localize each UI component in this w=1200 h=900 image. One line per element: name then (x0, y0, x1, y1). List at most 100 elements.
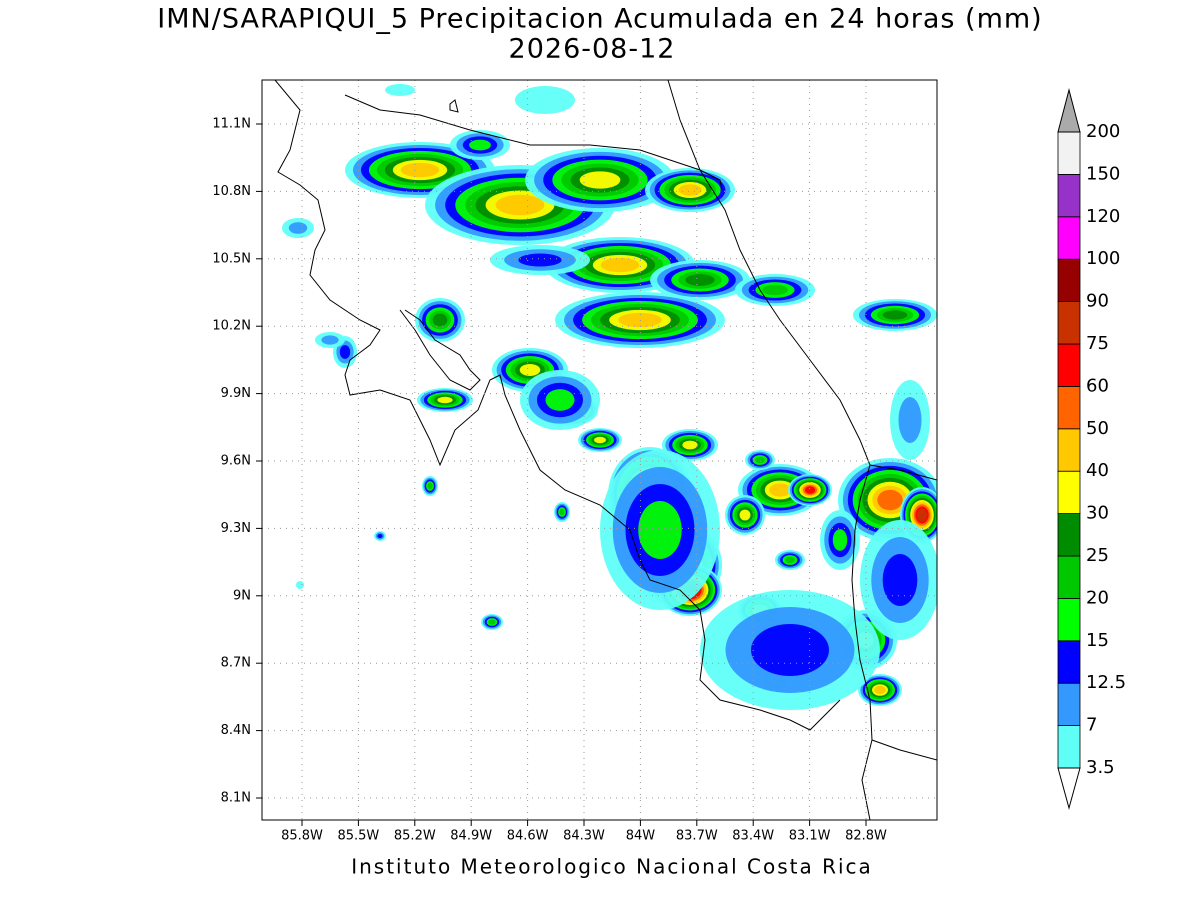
coast-panama (871, 739, 937, 761)
colorbar-label: 200 (1086, 121, 1120, 142)
precip-contour (377, 533, 383, 539)
lon-label: 84W (626, 829, 656, 844)
precip-contour (882, 310, 908, 320)
lon-label: 83.7W (676, 829, 718, 844)
lat-label: 9N (233, 588, 251, 603)
precip-contour (600, 257, 640, 273)
lon-label: 85.5W (337, 829, 379, 844)
precip-contour (755, 456, 765, 464)
colorbar-label: 100 (1086, 248, 1120, 269)
precip-contour (339, 345, 351, 359)
colorbar-segment (1057, 555, 1081, 599)
precip-contour (321, 335, 339, 345)
precip-contour (495, 194, 545, 216)
precip-contour (437, 396, 453, 404)
precip-contour (785, 556, 795, 564)
colorbar-label: 75 (1086, 333, 1109, 354)
colorbar-segment (1057, 470, 1081, 515)
coastlines (274, 80, 937, 820)
precip-contour (385, 84, 415, 96)
colorbar-segment (1057, 513, 1081, 557)
coastline (274, 80, 841, 731)
island (449, 99, 459, 113)
precip-contour (545, 389, 575, 411)
precip-contour (469, 139, 491, 151)
precip-contour (678, 184, 702, 196)
colorbar-label: 50 (1086, 418, 1109, 439)
lat-label: 10.8N (212, 184, 251, 199)
precip-contour (579, 171, 621, 189)
precip-contour (832, 529, 848, 551)
precip-contour (804, 486, 816, 494)
precip-contour (638, 501, 682, 559)
colorbar-label: 90 (1086, 291, 1109, 312)
lat-label: 9.9N (221, 386, 251, 401)
precip-field (282, 84, 937, 710)
precip-contour (751, 624, 829, 676)
lon-label: 84.3W (563, 829, 605, 844)
colorbar-label: 60 (1086, 375, 1109, 396)
precip-contour (917, 508, 927, 522)
lon-label: 83.1W (789, 829, 831, 844)
precip-contour (427, 482, 433, 490)
colorbar-label: 30 (1086, 503, 1109, 524)
border-south (851, 464, 873, 820)
precip-contour (519, 364, 541, 376)
colorbar-label: 20 (1086, 587, 1109, 608)
lon-label: 85.2W (394, 829, 436, 844)
lat-label: 10.2N (212, 319, 251, 334)
precip-contour (559, 508, 565, 516)
colorbar-under (1057, 767, 1081, 810)
lon-label: 84.6W (507, 829, 549, 844)
precip-contour (898, 397, 922, 443)
precip-contour (762, 284, 788, 296)
precip-contour (874, 685, 886, 695)
colorbar-label: 12.5 (1086, 672, 1126, 693)
map-frame (261, 79, 938, 821)
colorbar-label: 150 (1086, 163, 1120, 184)
colorbar-segment (1057, 258, 1081, 303)
colorbar: 3.5 7 12.5 15 20 25 30 40 50 60 75 90 100 120 150 200 (1057, 88, 1126, 810)
axes: 11.1N 10.8N 10.5N 10.2N 9.9N 9.6N 9.3N 9N 8.7N 8.… (212, 80, 937, 844)
colorbar-segment (1057, 598, 1081, 642)
precip-contour (518, 253, 562, 267)
lat-label: 8.7N (221, 656, 251, 671)
precip-contour (769, 483, 791, 497)
lon-label: 83.4W (732, 829, 774, 844)
precip-contour (739, 509, 751, 521)
lat-label: 8.4N (221, 723, 251, 738)
lat-label: 10.5N (212, 251, 251, 266)
colorbar-label: 120 (1086, 206, 1120, 227)
precip-contour (882, 554, 918, 606)
colorbar-segment (1057, 216, 1081, 260)
footer: Instituto Meteorologico Nacional Costa R… (351, 855, 873, 879)
lon-label: 84.9W (450, 829, 492, 844)
precip-contour (400, 162, 440, 178)
colorbar-label: 3.5 (1086, 757, 1115, 778)
lat-label: 9.3N (221, 521, 251, 536)
colorbar-segment (1057, 131, 1081, 175)
precip-contour (288, 222, 308, 234)
colorbar-over (1057, 88, 1081, 133)
precip-contour (685, 274, 715, 286)
colorbar-segment (1057, 385, 1081, 430)
colorbar-segment (1057, 173, 1081, 218)
colorbar-label: 25 (1086, 545, 1109, 566)
lon-label: 85.8W (281, 829, 323, 844)
lat-label: 8.1N (221, 791, 251, 806)
date: 2026-08-12 (509, 34, 676, 65)
precip-contour (877, 489, 903, 511)
colorbar-segment (1057, 428, 1081, 472)
precip-contour (594, 436, 606, 444)
precip-contour (682, 440, 698, 450)
gulf-nicoya (399, 309, 481, 391)
colorbar-segment (1057, 682, 1081, 727)
border-north (344, 94, 723, 191)
lat-label: 9.6N (221, 454, 251, 469)
colorbar-segment (1057, 301, 1081, 345)
precip-contour (488, 619, 496, 625)
precip-contour (296, 581, 304, 589)
title: IMN/SARAPIQUI_5 Precipitacion Acumulada … (157, 4, 1042, 35)
lat-label: 11.1N (212, 117, 251, 132)
